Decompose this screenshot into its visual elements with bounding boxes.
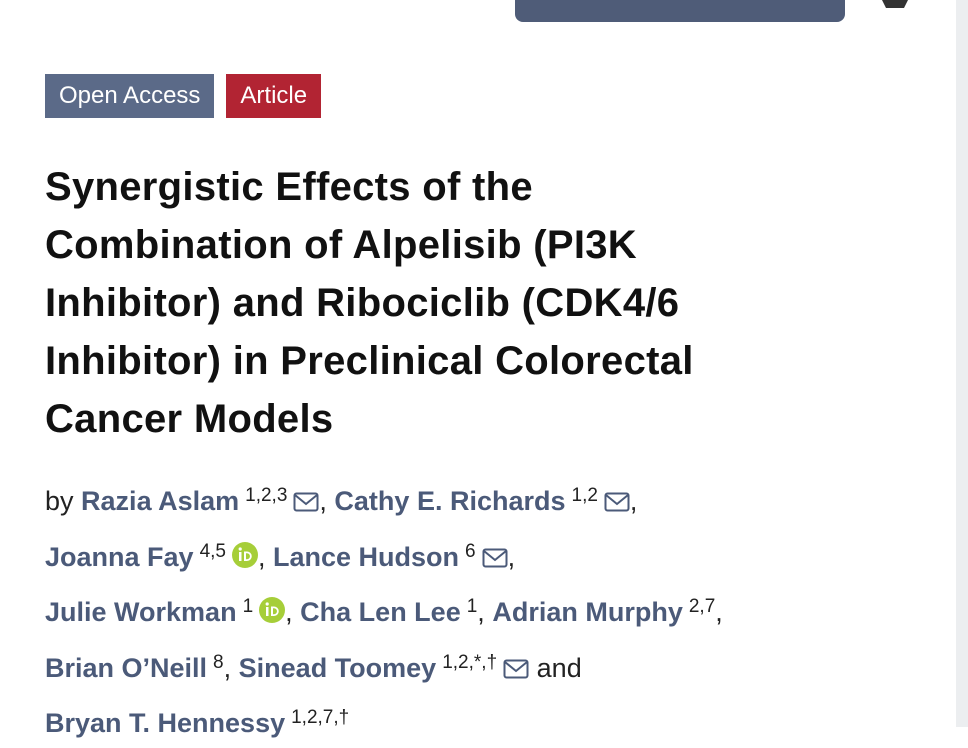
article-title: Synergistic Effects of the Combination of… bbox=[45, 158, 694, 448]
email-icon[interactable] bbox=[604, 488, 630, 518]
affiliation: 8 bbox=[213, 651, 224, 673]
author-line: Joanna Fay 4,5, Lance Hudson 6, bbox=[45, 528, 723, 584]
separator: , bbox=[715, 597, 723, 627]
authors: by Razia Aslam 1,2,3, Cathy E. Richards 1,… bbox=[45, 472, 723, 748]
author-line: Bryan T. Hennessy 1,2,7,† bbox=[45, 694, 723, 748]
author-name[interactable]: Joanna Fay bbox=[45, 541, 194, 572]
separator: , bbox=[319, 486, 327, 516]
title-line: Inhibitor) and Ribociclib (CDK4/6 bbox=[45, 281, 680, 325]
affiliation: 1,2,3 bbox=[245, 485, 288, 506]
affiliation: 1 bbox=[466, 596, 478, 617]
separator: , bbox=[285, 597, 293, 627]
badges: Open Access Article bbox=[45, 74, 322, 118]
badge[interactable]: Open Access bbox=[45, 74, 215, 118]
author-name[interactable]: Lance Hudson bbox=[273, 541, 460, 572]
author-name[interactable]: Cha Len Lee bbox=[300, 597, 461, 627]
by-label: by bbox=[45, 486, 74, 516]
separator: , bbox=[629, 486, 638, 516]
title-line: Inhibitor) in Preclinical Colorectal bbox=[45, 339, 694, 383]
separator: , bbox=[507, 541, 516, 572]
author-line: Brian O’Neill 8, Sinead Toomey 1,2,*,† and bbox=[45, 639, 723, 695]
affiliation: 1,2,7,† bbox=[291, 707, 350, 728]
author-name[interactable]: Brian O’Neill bbox=[45, 652, 208, 683]
separator: , bbox=[257, 541, 266, 572]
title-line: Synergistic Effects of the bbox=[45, 165, 533, 209]
affiliation: 1,2,*,† bbox=[442, 651, 498, 673]
email-icon[interactable] bbox=[293, 488, 319, 518]
author-name[interactable]: Adrian Murphy bbox=[492, 597, 683, 627]
email-icon[interactable] bbox=[482, 544, 508, 574]
author-line: Julie Workman 1, Cha Len Lee 1, Adrian Mur… bbox=[45, 583, 723, 639]
title-line: Combination of Alpelisib (PI3K bbox=[45, 223, 637, 267]
author-name[interactable]: Razia Aslam bbox=[81, 486, 240, 516]
top-icon[interactable] bbox=[878, 0, 912, 10]
separator: , bbox=[477, 597, 485, 627]
separator: , bbox=[223, 652, 232, 683]
email-icon[interactable] bbox=[503, 655, 529, 685]
author-name[interactable]: Cathy E. Richards bbox=[334, 486, 566, 516]
affiliation: 4,5 bbox=[199, 540, 226, 562]
title-line: Cancer Models bbox=[45, 397, 334, 441]
affiliation: 1 bbox=[242, 596, 254, 617]
separator: and bbox=[536, 652, 582, 683]
orcid-icon[interactable] bbox=[231, 541, 258, 574]
affiliation: 6 bbox=[465, 540, 476, 562]
scroll-strip bbox=[956, 0, 968, 727]
badge[interactable]: Article bbox=[226, 74, 322, 118]
orcid-icon[interactable] bbox=[259, 597, 286, 629]
affiliation: 2,7 bbox=[688, 596, 716, 617]
page: Open Access Article Synergistic Effects … bbox=[45, 0, 968, 738]
author-name[interactable]: Julie Workman bbox=[45, 597, 237, 627]
author-name[interactable]: Bryan T. Hennessy bbox=[45, 708, 286, 738]
author-line: by Razia Aslam 1,2,3, Cathy E. Richards 1,… bbox=[45, 472, 723, 528]
affiliation: 1,2 bbox=[571, 485, 598, 506]
author-name[interactable]: Sinead Toomey bbox=[238, 652, 437, 683]
top-button[interactable] bbox=[515, 0, 845, 22]
